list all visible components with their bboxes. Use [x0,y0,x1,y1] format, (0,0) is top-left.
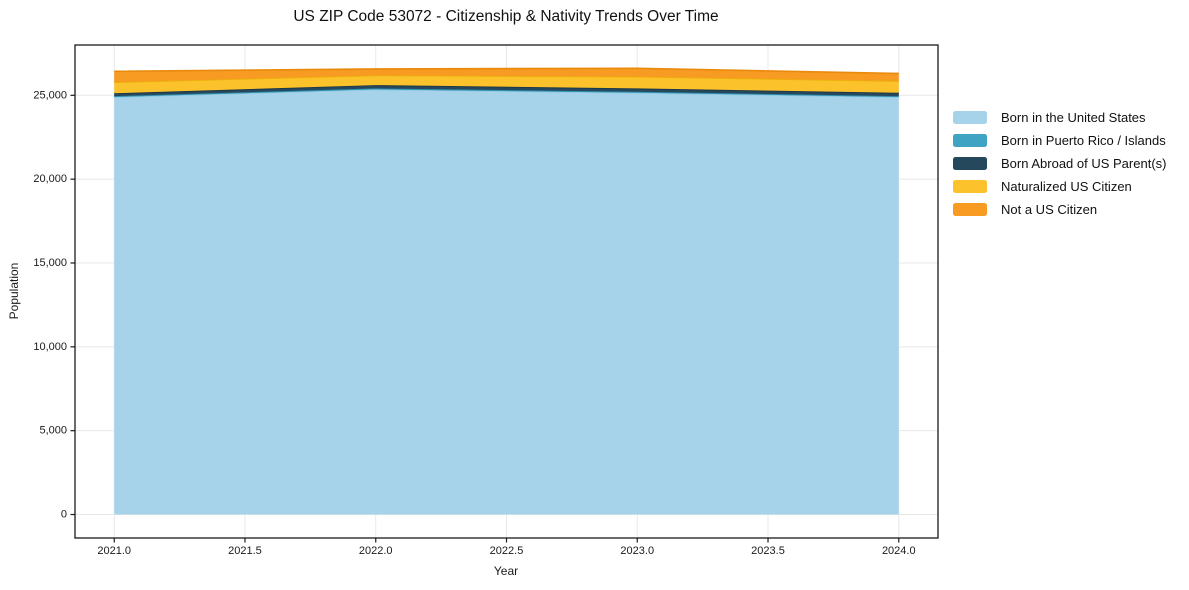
area-naturalized-us-citizen [114,75,899,94]
x-tick-label: 2023.0 [620,545,654,557]
y-tick-label: 10,000 [33,341,67,353]
legend-label: Born Abroad of US Parent(s) [1001,156,1167,171]
legend: Born in the United States Born in Puerto … [953,106,1166,221]
legend-label: Born in Puerto Rico / Islands [1001,133,1166,148]
legend-item-born-in-the-united-states: Born in the United States [953,106,1166,129]
x-tick-label: 2021.0 [97,545,131,557]
x-tick-label: 2023.5 [751,545,785,557]
area-not-a-us-citizen [114,68,899,83]
area-edge-not-a-us-citizen [114,67,899,75]
legend-swatch-icon [953,180,987,193]
x-tick-label: 2024.0 [882,545,916,557]
legend-swatch-icon [953,111,987,124]
legend-item-not-a-us-citizen: Not a US Citizen [953,198,1166,221]
legend-label: Naturalized US Citizen [1001,179,1132,194]
y-axis-label: Population [7,262,21,320]
legend-label: Not a US Citizen [1001,202,1098,217]
legend-label: Born in the United States [1001,110,1146,125]
y-tick-label: 5,000 [39,425,67,437]
legend-swatch-icon [953,134,987,147]
y-tick-label: 20,000 [33,173,67,185]
y-tick-label: 15,000 [33,257,67,269]
legend-swatch-icon [953,157,987,170]
x-tick-label: 2022.5 [490,545,524,557]
legend-swatch-icon [953,203,987,216]
legend-item-born-abroad-of-us-parent-s: Born Abroad of US Parent(s) [953,152,1166,175]
x-axis-label: Year [493,564,519,578]
x-tick-label: 2021.5 [228,545,262,557]
chart-title: US ZIP Code 53072 - Citizenship & Nativi… [293,8,719,25]
y-tick-label: 25,000 [33,89,67,101]
legend-item-born-in-puerto-rico-islands: Born in Puerto Rico / Islands [953,129,1166,152]
y-tick-label: 0 [61,509,67,521]
x-tick-label: 2022.0 [359,545,393,557]
legend-item-naturalized-us-citizen: Naturalized US Citizen [953,175,1166,198]
area-born-in-the-united-states [114,89,899,515]
